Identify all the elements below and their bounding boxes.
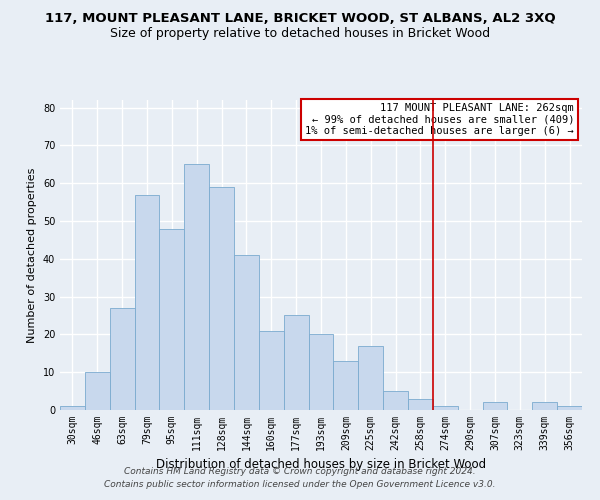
Bar xyxy=(308,334,334,410)
Bar xyxy=(110,308,134,410)
Bar xyxy=(209,187,234,410)
Text: 117, MOUNT PLEASANT LANE, BRICKET WOOD, ST ALBANS, AL2 3XQ: 117, MOUNT PLEASANT LANE, BRICKET WOOD, … xyxy=(44,12,556,26)
Bar xyxy=(160,228,184,410)
Bar xyxy=(358,346,383,410)
Bar xyxy=(134,194,160,410)
Text: Contains HM Land Registry data © Crown copyright and database right 2024.: Contains HM Land Registry data © Crown c… xyxy=(124,468,476,476)
Bar xyxy=(60,406,85,410)
Bar xyxy=(284,316,308,410)
Bar xyxy=(334,361,358,410)
Bar xyxy=(383,391,408,410)
Y-axis label: Number of detached properties: Number of detached properties xyxy=(27,168,37,342)
Bar xyxy=(433,406,458,410)
Bar xyxy=(408,398,433,410)
Bar xyxy=(184,164,209,410)
Bar xyxy=(85,372,110,410)
Bar xyxy=(234,255,259,410)
Bar xyxy=(482,402,508,410)
Bar xyxy=(557,406,582,410)
Text: 117 MOUNT PLEASANT LANE: 262sqm
← 99% of detached houses are smaller (409)
1% of: 117 MOUNT PLEASANT LANE: 262sqm ← 99% of… xyxy=(305,103,574,136)
Text: Size of property relative to detached houses in Bricket Wood: Size of property relative to detached ho… xyxy=(110,28,490,40)
X-axis label: Distribution of detached houses by size in Bricket Wood: Distribution of detached houses by size … xyxy=(156,458,486,471)
Text: Contains public sector information licensed under the Open Government Licence v3: Contains public sector information licen… xyxy=(104,480,496,489)
Bar xyxy=(259,330,284,410)
Bar xyxy=(532,402,557,410)
